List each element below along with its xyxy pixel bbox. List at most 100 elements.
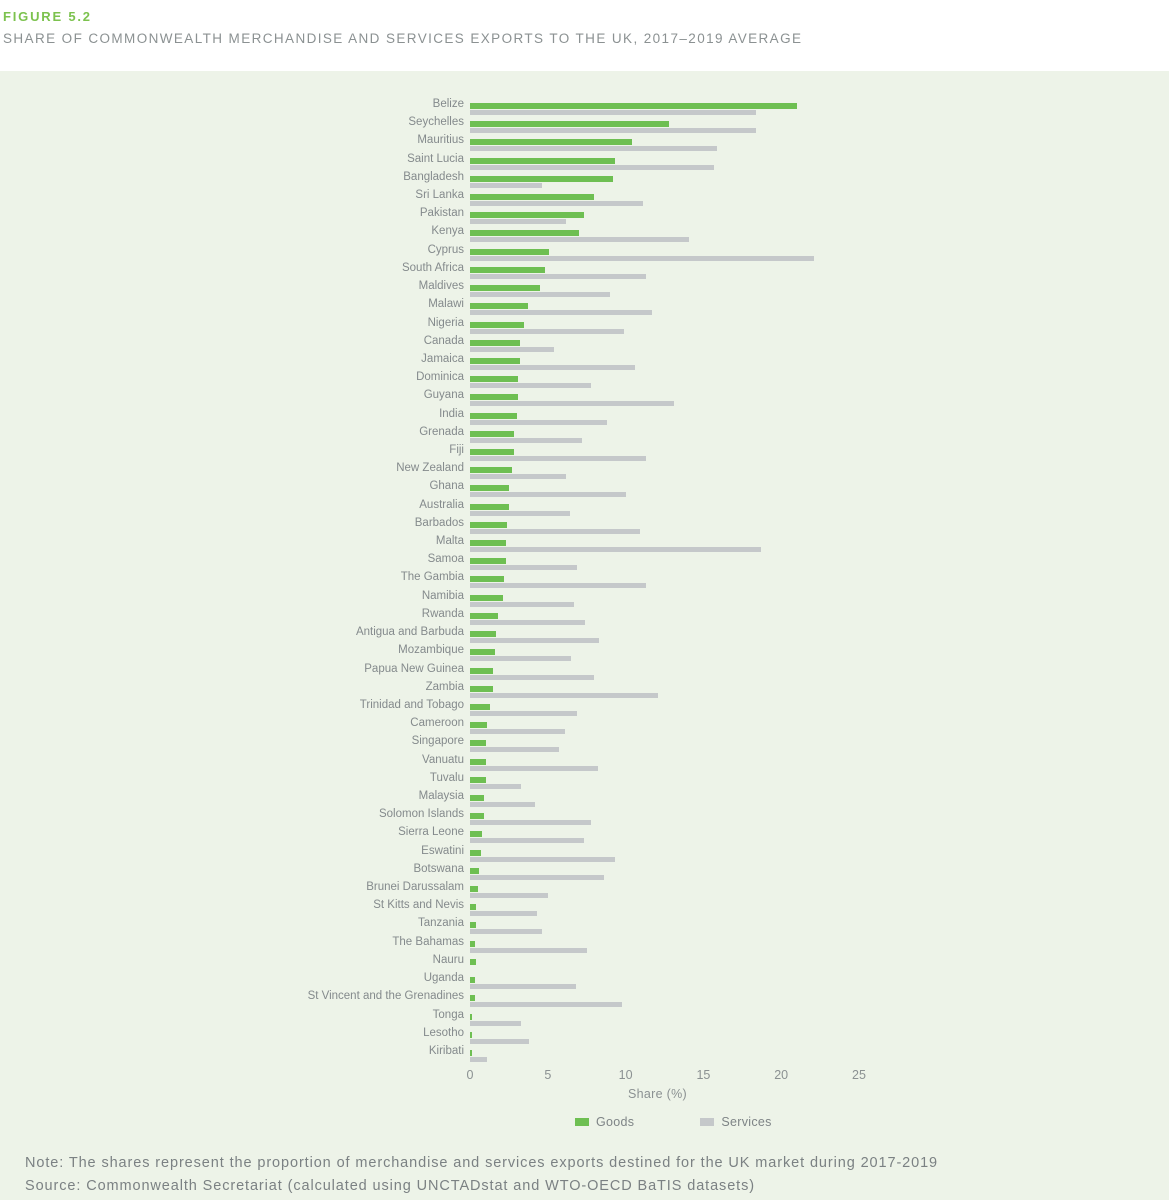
note-line: Note: The shares represent the proportio… xyxy=(25,1155,939,1171)
services-bar xyxy=(470,929,542,935)
goods-bar xyxy=(470,831,483,838)
category-label: Malaysia xyxy=(418,789,464,802)
goods-bar xyxy=(470,248,550,255)
services-bar xyxy=(470,401,674,407)
chart-row: Papua New Guinea xyxy=(0,660,900,680)
goods-bar xyxy=(470,285,541,292)
category-label: Seychelles xyxy=(408,116,464,129)
category-label: Cyprus xyxy=(427,243,464,256)
services-bar xyxy=(470,146,718,152)
services-bar xyxy=(470,1020,522,1026)
goods-bar xyxy=(470,339,520,346)
category-label: Lesotho xyxy=(423,1026,464,1039)
services-bar xyxy=(470,492,626,498)
goods-bar xyxy=(470,722,488,729)
services-bar xyxy=(470,601,575,607)
chart-row: Cameroon xyxy=(0,714,900,735)
chart-row: Mozambique xyxy=(0,641,900,662)
category-label: Tonga xyxy=(432,1008,464,1021)
services-bar xyxy=(470,128,757,134)
category-label: St Kitts and Nevis xyxy=(373,899,464,912)
category-label: Australia xyxy=(419,498,464,511)
category-label: Solomon Islands xyxy=(378,808,464,821)
category-label: The Bahamas xyxy=(392,935,464,948)
figure-header: FIGURE 5.2 SHARE OF COMMONWEALTH MERCHAN… xyxy=(3,8,802,49)
chart-row: St Vincent and the Grenadines xyxy=(0,987,900,1008)
goods-bar xyxy=(470,977,475,984)
services-bar xyxy=(470,455,646,461)
chart-row: South Africa xyxy=(0,259,900,279)
category-label: Bangladesh xyxy=(403,170,464,183)
services-bar xyxy=(470,984,576,990)
goods-bar xyxy=(470,194,595,201)
services-bar xyxy=(470,1056,488,1062)
services-swatch-icon xyxy=(700,1118,715,1126)
category-label: Kiribati xyxy=(428,1044,464,1057)
category-label: Tanzania xyxy=(417,917,464,930)
category-label: Pakistan xyxy=(419,207,464,220)
chart-row: Malawi xyxy=(0,295,900,316)
category-label: Papua New Guinea xyxy=(364,662,464,675)
services-bar xyxy=(470,565,578,571)
services-bar xyxy=(470,110,757,115)
legend-item-services: Services xyxy=(700,1115,771,1129)
chart-row: Malaysia xyxy=(0,787,900,807)
services-bar xyxy=(470,1002,623,1008)
chart-row: Solomon Islands xyxy=(0,805,900,826)
chart-row: Cyprus xyxy=(0,241,900,261)
category-label: Tuvalu xyxy=(429,771,464,784)
services-bar xyxy=(470,856,615,862)
chart-row: Bangladesh xyxy=(0,168,900,188)
chart-row: Tuvalu xyxy=(0,769,900,789)
goods-bar xyxy=(470,958,477,965)
category-label: Namibia xyxy=(421,589,464,602)
chart-row: Kenya xyxy=(0,222,900,243)
services-bar xyxy=(470,419,607,425)
goods-bar xyxy=(470,412,517,419)
x-axis-tick-label: 0 xyxy=(466,1068,474,1082)
legend-item-goods: Goods xyxy=(575,1115,634,1129)
chart-row: Samoa xyxy=(0,550,900,571)
services-bar xyxy=(470,328,625,334)
goods-bar xyxy=(470,922,477,929)
services-bar xyxy=(470,547,761,553)
chart-row: Eswatini xyxy=(0,842,900,862)
goods-bar xyxy=(470,540,506,547)
chart-row: Saint Lucia xyxy=(0,150,900,170)
services-bar xyxy=(470,747,559,753)
services-bar xyxy=(470,474,567,480)
goods-swatch-icon xyxy=(575,1118,589,1126)
figure-notes: Note: The shares represent the proportio… xyxy=(25,1152,938,1197)
goods-bar xyxy=(470,594,503,601)
services-bar xyxy=(470,1038,530,1044)
services-bar xyxy=(470,674,595,680)
services-bar xyxy=(470,292,611,298)
chart-row: New Zealand xyxy=(0,459,900,480)
goods-bar xyxy=(470,521,508,528)
chart-row: Jamaica xyxy=(0,350,900,370)
chart-row: Pakistan xyxy=(0,204,900,225)
services-bar xyxy=(470,710,578,716)
goods-bar xyxy=(470,485,509,492)
category-label: Rwanda xyxy=(421,607,464,620)
services-bar xyxy=(470,838,584,844)
goods-bar xyxy=(470,1013,472,1020)
chart-row: Tonga xyxy=(0,1006,900,1026)
goods-bar xyxy=(470,1031,472,1038)
chart-row: Australia xyxy=(0,496,900,516)
category-label: Jamaica xyxy=(421,352,464,365)
goods-bar xyxy=(470,940,475,947)
goods-bar xyxy=(470,448,514,455)
services-bar xyxy=(470,583,646,589)
goods-bar xyxy=(470,139,632,146)
services-bar xyxy=(470,510,570,516)
goods-bar xyxy=(470,794,484,801)
goods-bar xyxy=(470,849,481,856)
services-bar xyxy=(470,346,555,352)
chart-row: Mauritius xyxy=(0,131,900,152)
goods-bar xyxy=(470,376,519,383)
services-bar xyxy=(470,383,592,389)
category-label: The Gambia xyxy=(400,571,464,584)
category-label: Nigeria xyxy=(427,316,464,329)
chart-row: Brunei Darussalam xyxy=(0,878,900,899)
